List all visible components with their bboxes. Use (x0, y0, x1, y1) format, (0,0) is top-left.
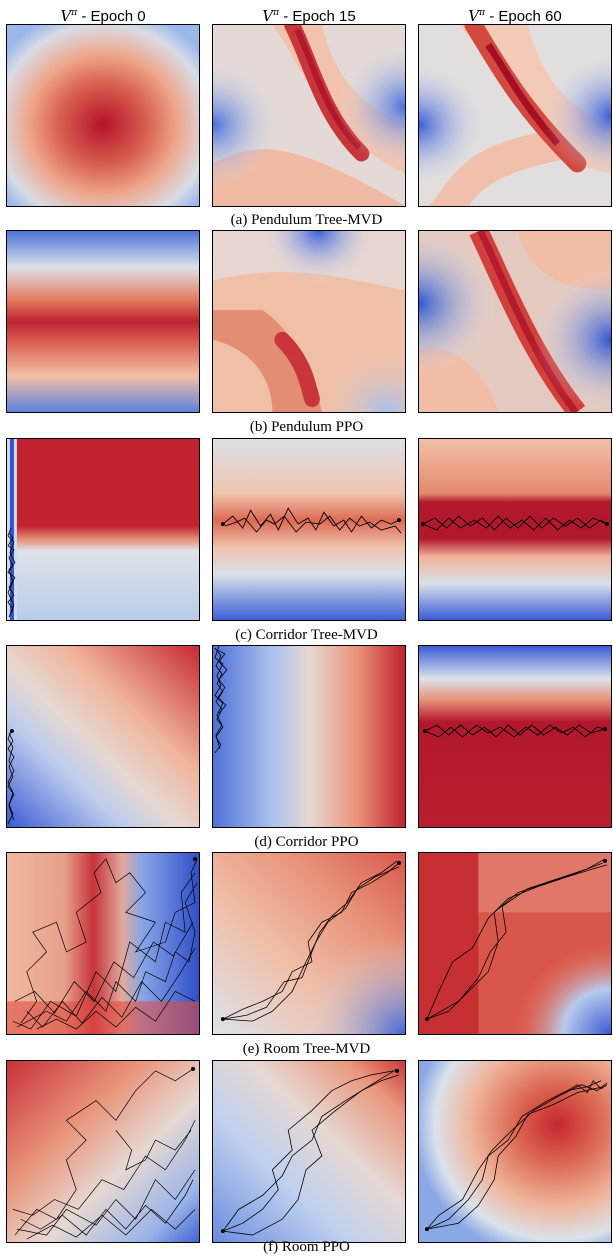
caption-row-c: (c) Corridor Tree-MVD (235, 627, 378, 643)
caption-row-f: (f) Room PPO (263, 1239, 350, 1255)
panel-pendulum-tree-mvd-epoch-60 (418, 24, 612, 207)
panel-pendulum-ppo-epoch-60 (418, 230, 612, 413)
panel-room-tree-mvd-epoch-0 (6, 852, 200, 1035)
column-header-epoch-60: Vπ - Epoch 60 (468, 7, 562, 25)
column-header-epoch-15: Vπ - Epoch 15 (262, 7, 356, 25)
panel-pendulum-tree-mvd-epoch-15 (212, 24, 406, 207)
caption-row-b: (b) Pendulum PPO (249, 419, 364, 435)
panel-pendulum-ppo-epoch-0 (6, 230, 200, 413)
caption-row-d: (d) Corridor PPO (254, 834, 359, 850)
panel-corridor-ppo-epoch-15 (212, 645, 406, 828)
panel-corridor-tree-mvd-epoch-15 (212, 438, 406, 621)
panel-room-ppo-epoch-0 (6, 1060, 200, 1243)
panel-corridor-tree-mvd-epoch-60 (418, 438, 612, 621)
column-header-epoch-0: Vπ - Epoch 0 (60, 7, 146, 25)
panel-room-tree-mvd-epoch-60 (418, 852, 612, 1035)
panel-corridor-ppo-epoch-60 (418, 645, 612, 828)
panel-pendulum-ppo-epoch-15 (212, 230, 406, 413)
caption-row-e: (e) Room Tree-MVD (242, 1041, 371, 1057)
panel-room-ppo-epoch-60 (418, 1060, 612, 1243)
caption-row-a: (a) Pendulum Tree-MVD (230, 212, 383, 228)
panel-room-ppo-epoch-15 (212, 1060, 406, 1243)
panel-room-tree-mvd-epoch-15 (212, 852, 406, 1035)
panel-pendulum-tree-mvd-epoch-0 (6, 24, 200, 207)
panel-corridor-tree-mvd-epoch-0 (6, 438, 200, 621)
panel-corridor-ppo-epoch-0 (6, 645, 200, 828)
